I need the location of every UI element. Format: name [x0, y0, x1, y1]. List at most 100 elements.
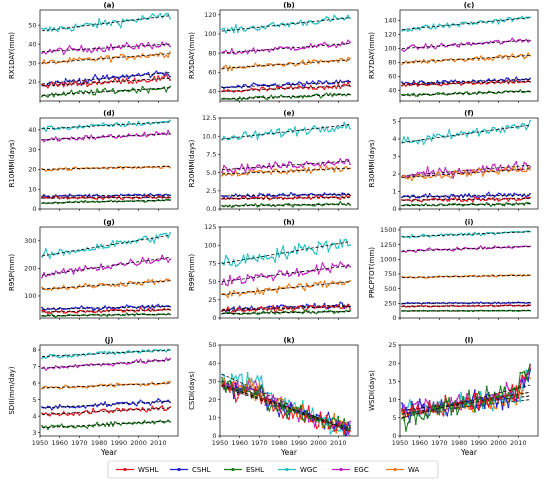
data-point	[297, 85, 300, 87]
data-point	[412, 44, 415, 47]
x-tick-label: 2010	[330, 439, 347, 447]
data-point	[133, 314, 136, 317]
data-point	[406, 136, 409, 139]
data-point	[349, 244, 352, 246]
data-point	[260, 402, 263, 405]
data-point	[311, 88, 314, 90]
data-point	[137, 238, 140, 241]
data-point	[290, 286, 292, 289]
trend-line-WSHL	[41, 196, 171, 199]
panel-title: (k)	[283, 337, 294, 345]
data-point	[288, 81, 290, 84]
data-point	[90, 285, 93, 288]
y-tick-label: 0	[32, 205, 36, 213]
data-point	[475, 22, 478, 25]
trend-line-CSHL	[401, 302, 531, 304]
data-point	[323, 265, 326, 268]
data-point	[147, 71, 150, 74]
data-point	[303, 309, 306, 312]
data-point	[408, 236, 411, 239]
data-point	[335, 304, 338, 306]
data-point	[295, 252, 298, 255]
data-point	[509, 193, 512, 195]
data-point	[301, 400, 304, 402]
data-point	[268, 85, 271, 88]
data-point	[481, 43, 484, 46]
data-point	[106, 54, 108, 57]
data-point	[299, 61, 302, 64]
data-point	[48, 48, 51, 51]
data-point	[92, 124, 95, 126]
data-point	[48, 26, 51, 29]
data-point	[76, 80, 79, 83]
data-point	[505, 54, 508, 57]
series-points-EGC	[401, 37, 532, 53]
data-point	[68, 79, 71, 82]
data-point	[470, 198, 472, 201]
data-point	[149, 310, 152, 313]
data-point	[454, 202, 457, 205]
data-point	[60, 423, 63, 426]
data-point	[254, 308, 257, 311]
data-point	[90, 363, 93, 365]
data-point	[60, 405, 63, 408]
data-point	[414, 198, 417, 201]
data-point	[405, 195, 407, 198]
data-point	[119, 125, 122, 128]
data-point	[119, 53, 122, 56]
data-point	[129, 46, 132, 49]
y-tick-label: 100	[384, 45, 396, 53]
data-point	[230, 206, 233, 209]
data-point	[250, 378, 253, 380]
data-point	[135, 124, 138, 127]
data-point	[106, 74, 108, 77]
data-point	[266, 196, 269, 199]
trend-line-WA	[221, 381, 351, 431]
data-point	[129, 309, 132, 312]
data-point	[462, 234, 464, 237]
data-point	[147, 257, 150, 260]
data-point	[50, 29, 53, 32]
data-point	[323, 426, 326, 428]
data-point	[80, 194, 83, 197]
data-point	[299, 270, 302, 273]
data-point	[286, 257, 288, 260]
data-point	[268, 287, 271, 290]
data-point	[509, 80, 512, 83]
trend-line-ESHL	[221, 93, 351, 100]
data-point	[311, 80, 314, 83]
data-point	[258, 132, 261, 135]
data-point	[440, 305, 443, 308]
data-point	[343, 307, 346, 310]
data-point	[147, 359, 150, 362]
data-point	[139, 80, 142, 83]
data-point	[483, 196, 486, 199]
y-axis-label: R99P(mm)	[188, 254, 196, 291]
data-point	[252, 25, 255, 28]
data-point	[221, 195, 223, 197]
data-point	[294, 165, 296, 168]
data-point	[72, 47, 75, 50]
data-point	[313, 22, 316, 25]
data-point	[125, 242, 128, 245]
data-point	[129, 89, 132, 92]
data-point	[470, 173, 472, 176]
data-point	[499, 198, 502, 201]
data-point	[349, 427, 352, 430]
data-point	[167, 198, 170, 200]
data-point	[454, 79, 457, 82]
data-point	[248, 169, 251, 172]
data-point	[145, 362, 148, 364]
data-point	[45, 412, 47, 415]
data-point	[472, 130, 474, 132]
data-point	[155, 70, 158, 73]
data-point	[315, 194, 318, 197]
data-point	[62, 311, 65, 314]
data-point	[72, 93, 75, 96]
data-point	[309, 43, 312, 45]
data-point	[440, 309, 443, 312]
data-point	[347, 303, 350, 306]
data-point	[331, 280, 334, 283]
data-point	[327, 423, 330, 426]
data-point	[64, 406, 67, 409]
